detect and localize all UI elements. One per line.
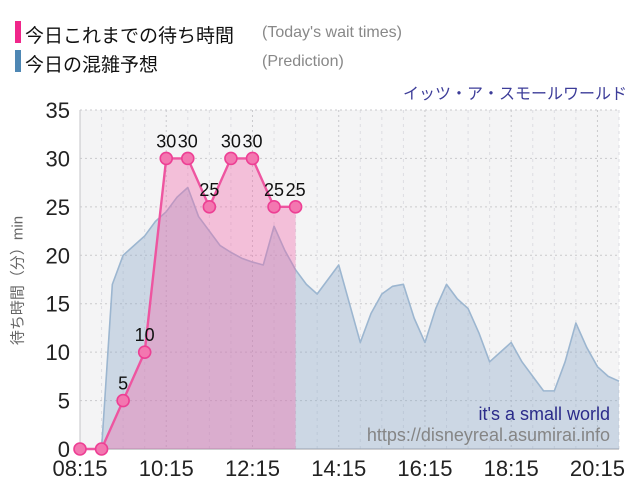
watermark-source-url: https://disneyreal.asumirai.info (366, 425, 610, 445)
data-label: 30 (242, 131, 262, 151)
data-label: 30 (221, 131, 241, 151)
x-axis-tick-labels: 08:15 10:15 12:15 14:15 16:15 18:15 20:15 (52, 456, 625, 481)
legend-label-prediction: 今日の混雑予想 (25, 55, 159, 76)
legend-label-today-wait: 今日これまでの待ち時間 (25, 26, 235, 47)
y-axis-tick-labels: 0 5 10 15 20 25 30 35 (46, 98, 70, 462)
actual-wait-dot (267, 200, 281, 214)
actual-wait-dot (137, 345, 152, 359)
y-tick-label: 0 (58, 437, 70, 462)
data-label: 25 (199, 180, 219, 200)
actual-wait-dot (116, 393, 130, 408)
prediction-line (100, 186, 620, 450)
attraction-title: イッツ・ア・スモールワールド (402, 86, 627, 103)
x-tick-label: 12:15 (225, 456, 280, 481)
x-tick-label: 16:15 (397, 456, 452, 481)
actual-wait-markers (73, 151, 303, 456)
legend-swatch-prediction (15, 50, 21, 72)
x-tick-label: 10:15 (139, 456, 194, 481)
x-tick-label: 14:15 (311, 456, 366, 481)
x-tick-label: 18:15 (484, 456, 539, 481)
y-tick-label: 35 (46, 98, 70, 123)
actual-wait-dot (288, 200, 303, 214)
data-label: 5 (118, 374, 128, 394)
actual-wait-dot (159, 151, 174, 166)
gridlines (79, 109, 620, 450)
y-tick-label: 5 (58, 389, 70, 414)
watermark-attraction-name: it's a small world (478, 404, 610, 424)
y-tick-label: 30 (46, 146, 70, 171)
actual-wait-dot (73, 442, 87, 456)
legend-swatch-today-wait (15, 21, 21, 43)
plot-background (80, 110, 619, 449)
data-label: 30 (156, 131, 176, 151)
legend-label-today-wait-english: (Today's wait times) (262, 24, 402, 41)
y-tick-label: 20 (46, 243, 70, 268)
x-tick-label: 20:15 (570, 456, 625, 481)
data-label: 10 (135, 325, 155, 345)
actual-wait-area (80, 158, 296, 449)
y-tick-label: 25 (46, 195, 70, 220)
actual-wait-dot (224, 151, 238, 166)
data-label: 30 (178, 131, 198, 151)
data-label: 25 (264, 180, 284, 200)
x-tick-label: 08:15 (52, 456, 107, 481)
actual-wait-dot (94, 442, 109, 456)
legend-label-prediction-english: (Prediction) (262, 53, 344, 70)
data-label: 25 (286, 180, 306, 200)
y-axis-title: 待ち時間（分）min (9, 215, 27, 346)
actual-wait-dot (181, 151, 195, 166)
y-tick-label: 10 (46, 340, 70, 365)
y-tick-label: 15 (46, 292, 70, 317)
actual-wait-dot (245, 151, 260, 166)
actual-wait-dot (202, 200, 217, 214)
